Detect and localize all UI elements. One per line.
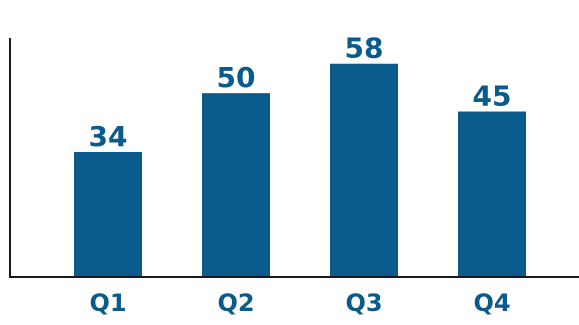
- bar-q2: [202, 93, 270, 278]
- bar-q1: [74, 151, 142, 277]
- bar-q4: [458, 111, 526, 278]
- value-labels-layer: 34 50 58 45: [89, 32, 512, 153]
- x-tick-label-q1: Q1: [89, 289, 126, 317]
- x-tick-labels-layer: Q1 Q2 Q3 Q4: [89, 289, 510, 317]
- bars-layer: [74, 63, 526, 278]
- x-tick-label-q4: Q4: [473, 289, 510, 317]
- value-label-q1: 34: [89, 120, 128, 153]
- bar-q3: [330, 63, 398, 277]
- x-tick-label-q3: Q3: [345, 289, 382, 317]
- value-label-q2: 50: [217, 61, 256, 94]
- value-label-q4: 45: [473, 80, 512, 113]
- axes-layer: [9, 38, 579, 278]
- x-tick-label-q2: Q2: [217, 289, 254, 317]
- value-label-q3: 58: [345, 32, 384, 65]
